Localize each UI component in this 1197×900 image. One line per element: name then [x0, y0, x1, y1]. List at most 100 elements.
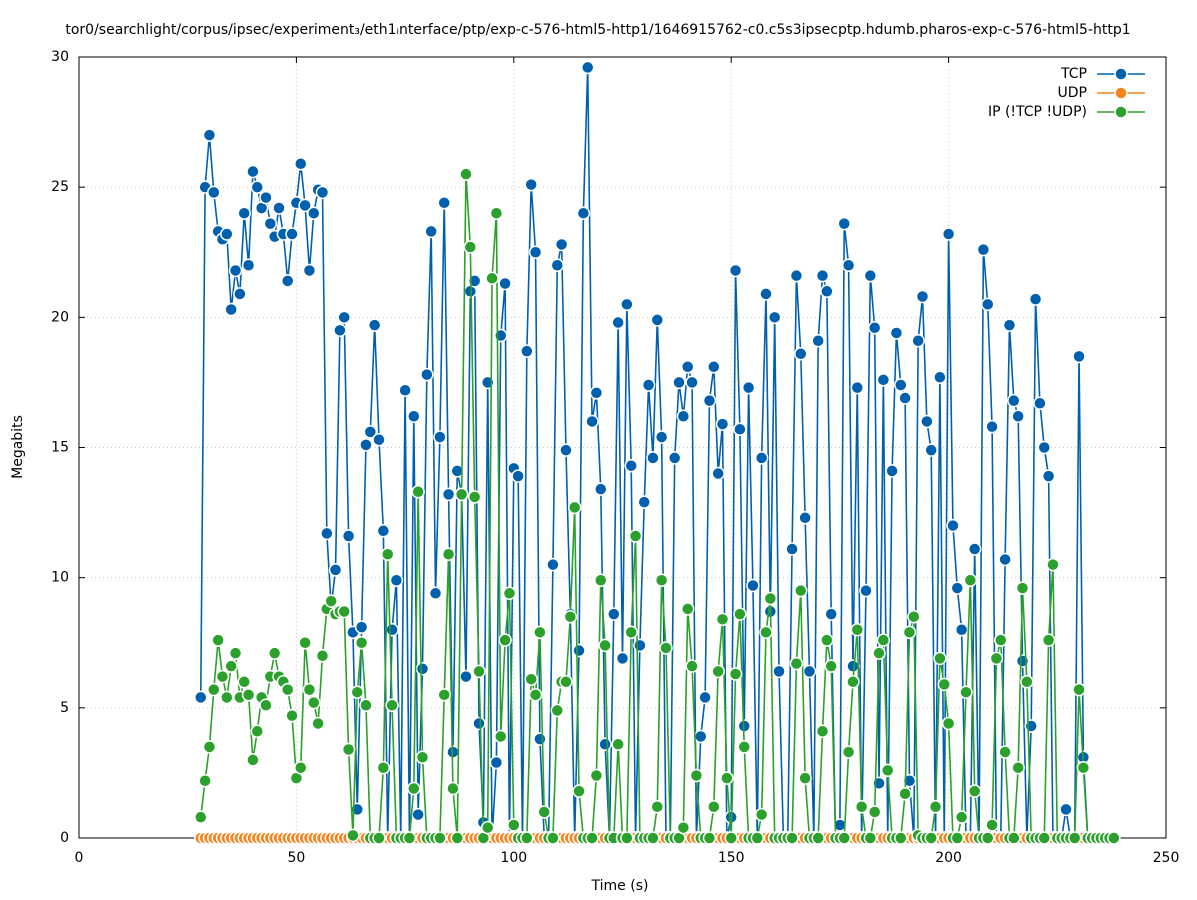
- point: [446, 781, 460, 796]
- point: [985, 818, 999, 832]
- point: [728, 667, 743, 681]
- series-line: [199, 67, 1114, 839]
- point: [815, 268, 830, 283]
- point: [959, 685, 973, 699]
- point: [376, 524, 391, 538]
- point: [498, 276, 512, 291]
- point: [885, 464, 899, 478]
- point: [715, 612, 730, 627]
- y-tick-label: 20: [51, 309, 69, 325]
- point: [459, 669, 473, 684]
- point: [285, 708, 299, 723]
- point: [628, 529, 643, 543]
- point: [633, 638, 647, 653]
- point: [450, 831, 465, 845]
- y-tick-label: 25: [51, 179, 69, 195]
- point: [937, 677, 952, 692]
- point: [198, 773, 212, 788]
- point: [1011, 409, 1025, 424]
- point: [1020, 675, 1034, 689]
- point: [494, 729, 508, 744]
- point: [711, 466, 725, 481]
- point: [341, 742, 356, 757]
- point: [589, 386, 604, 400]
- point: [646, 451, 660, 465]
- point: [898, 391, 912, 405]
- x-tick-label: 100: [500, 850, 527, 866]
- point: [711, 664, 725, 679]
- point: [680, 602, 695, 616]
- point: [246, 753, 260, 767]
- point: [459, 167, 473, 181]
- point: [976, 242, 991, 257]
- point: [933, 370, 947, 384]
- point: [267, 646, 282, 660]
- point: [1037, 440, 1052, 455]
- point: [1072, 349, 1086, 364]
- point: [298, 198, 312, 213]
- point: [420, 367, 434, 382]
- y-tick-label: 5: [60, 700, 69, 716]
- point: [841, 258, 856, 273]
- point: [589, 768, 604, 783]
- point: [798, 511, 812, 525]
- point: [654, 430, 669, 444]
- y-tick-label: 30: [51, 49, 69, 65]
- point: [237, 675, 251, 689]
- point: [1007, 831, 1021, 845]
- y-tick-label: 10: [51, 570, 69, 586]
- point: [1015, 581, 1030, 595]
- point: [741, 380, 756, 395]
- point: [859, 583, 873, 598]
- point: [841, 745, 856, 759]
- series: [193, 60, 1121, 845]
- point: [594, 573, 608, 588]
- y-tick-label: 0: [60, 830, 69, 846]
- point: [302, 263, 317, 278]
- point: [924, 831, 938, 845]
- point: [1076, 760, 1091, 775]
- x-axis-label: Time (s): [591, 878, 649, 894]
- legend-marker: [1114, 105, 1128, 119]
- point: [367, 318, 382, 332]
- point: [702, 831, 717, 845]
- point: [824, 607, 838, 621]
- point: [794, 583, 808, 598]
- point: [528, 688, 543, 702]
- point: [407, 781, 421, 796]
- point: [520, 831, 534, 845]
- point: [980, 831, 995, 845]
- point: [837, 216, 851, 231]
- point: [559, 443, 573, 457]
- point: [207, 185, 221, 200]
- point: [437, 688, 451, 702]
- point: [872, 646, 886, 660]
- point: [220, 227, 234, 241]
- point: [524, 672, 538, 686]
- legend-marker: [1114, 86, 1128, 100]
- point: [998, 552, 1012, 567]
- point: [215, 669, 230, 684]
- point: [350, 685, 365, 699]
- point: [428, 586, 443, 601]
- point: [311, 716, 325, 731]
- point: [359, 698, 373, 712]
- point: [241, 688, 256, 702]
- point: [454, 487, 469, 502]
- point: [1024, 719, 1038, 733]
- point: [894, 378, 908, 392]
- point: [789, 268, 804, 283]
- point: [533, 625, 547, 640]
- point: [659, 641, 673, 655]
- point: [737, 740, 751, 754]
- point: [733, 422, 747, 437]
- point: [933, 651, 947, 666]
- point: [750, 831, 765, 845]
- point: [646, 831, 660, 845]
- point: [946, 518, 960, 533]
- point: [720, 771, 734, 785]
- point: [863, 268, 878, 283]
- point: [607, 607, 621, 621]
- point: [924, 443, 938, 457]
- point: [980, 297, 995, 312]
